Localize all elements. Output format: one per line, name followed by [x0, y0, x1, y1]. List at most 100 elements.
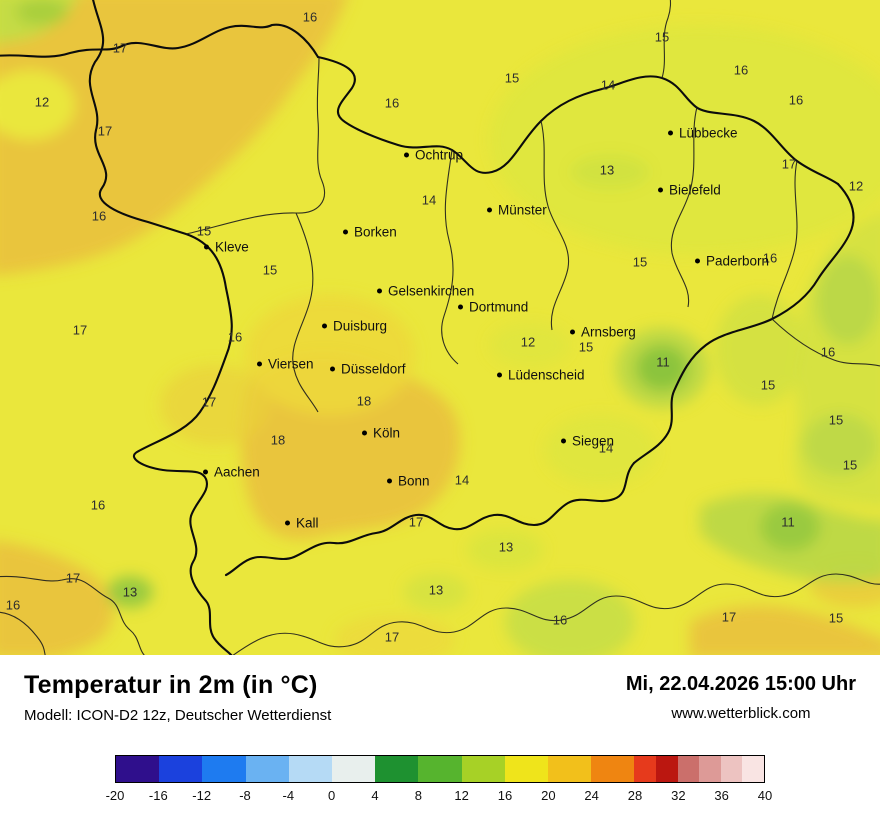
scale-segment [159, 756, 203, 782]
city-dot-icon [561, 438, 566, 444]
scale-segment [461, 756, 505, 782]
temperature-value: 16 [5, 597, 21, 613]
scale-tick-label: -8 [239, 788, 251, 803]
scale-tick-label: 4 [371, 788, 379, 803]
city-dot-icon [322, 323, 327, 329]
city-label: Münster [498, 202, 547, 218]
temperature-value: 17 [384, 629, 400, 645]
city-marker: Paderborn [695, 254, 769, 269]
temperature-value: 17 [112, 40, 128, 56]
footer-left: Temperatur in 2m (in °C) Modell: ICON-D2… [24, 671, 331, 724]
temperature-value: 16 [762, 250, 778, 266]
temperature-value: 12 [34, 94, 50, 110]
city-marker: Borken [343, 225, 397, 240]
color-scale-ticks: -20 -16 -12 -8 -4 0 4 8 12 16 20 24 28 32 36 40 [106, 788, 773, 806]
scale-tick-label: 16 [497, 788, 513, 803]
city-dot-icon [404, 152, 409, 158]
temperature-value: 15 [578, 339, 594, 355]
city-marker: Bonn [387, 474, 430, 489]
temperature-value: 16 [552, 612, 568, 628]
scale-tick-label: 28 [627, 788, 643, 803]
temperature-value: 11 [781, 514, 795, 530]
temperature-value: 14 [421, 192, 437, 208]
scale-segment [245, 756, 289, 782]
footer-right: Mi, 22.04.2026 15:00 Uhr www.wetterblick… [626, 671, 856, 722]
temperature-value: 18 [270, 432, 286, 448]
temperature-value: 12 [520, 334, 536, 350]
city-dot-icon [695, 258, 700, 264]
city-marker: Düsseldorf [330, 362, 406, 377]
temperature-value: 15 [654, 29, 670, 45]
temperature-value: 13 [498, 539, 514, 555]
city-dot-icon [204, 244, 209, 250]
district-borders [0, 0, 880, 655]
temperature-value: 17 [781, 156, 797, 172]
scale-tick-label: 20 [541, 788, 556, 803]
city-marker: Gelsenkirchen [377, 284, 474, 299]
scale-tick-label: -12 [192, 788, 212, 803]
scale-segment [677, 756, 700, 782]
city-label: Bonn [398, 473, 430, 489]
city-label: Siegen [572, 433, 615, 449]
city-marker: Ochtrup [404, 148, 463, 163]
scale-tick-label: 32 [671, 788, 686, 803]
temp-layer: 17 16 15 16 15 14 16 12 16 17 13 17 12 14 16 15 15 15 16 17… [5, 9, 864, 645]
scale-segment [720, 756, 743, 782]
city-dot-icon [487, 207, 492, 213]
scale-segment [742, 756, 764, 782]
temperature-value: 17 [72, 322, 88, 338]
city-label: Arnsberg [581, 324, 636, 340]
city-marker: Bielefeld [658, 183, 721, 198]
scale-segment [634, 756, 657, 782]
temperature-value: 16 [733, 62, 749, 78]
city-marker: Duisburg [322, 319, 387, 334]
temperature-value: 15 [196, 223, 212, 239]
temperature-value: 18 [356, 393, 372, 409]
city-label: Ochtrup [415, 147, 464, 163]
temperature-value: 16 [302, 9, 318, 25]
city-label: Aachen [214, 464, 260, 480]
city-dot-icon [203, 469, 208, 475]
temperature-value: 12 [848, 178, 864, 194]
temperature-value: 17 [97, 123, 113, 139]
scale-segment [656, 756, 678, 782]
city-label: Bielefeld [669, 182, 721, 198]
city-dot-icon [362, 430, 367, 436]
city-dot-icon [330, 366, 335, 372]
city-label: Dortmund [469, 299, 529, 315]
scale-segment [375, 756, 419, 782]
temperature-value: 17 [721, 609, 737, 625]
scale-segment [332, 756, 376, 782]
scale-tick-label: 8 [414, 788, 422, 803]
color-scale-bar [115, 755, 765, 783]
city-label: Gelsenkirchen [388, 283, 475, 299]
temperature-value: 14 [600, 77, 616, 93]
city-marker: Arnsberg [570, 325, 636, 340]
temperature-map: 17 16 15 16 15 14 16 12 16 17 13 17 12 14 16 15 15 15 16 17… [0, 0, 880, 655]
city-dot-icon [285, 520, 290, 526]
scale-segment [288, 756, 333, 782]
city-label: Paderborn [706, 253, 770, 269]
scale-tick-label: 40 [757, 788, 773, 803]
website-url: www.wetterblick.com [671, 705, 811, 722]
temperature-value: 16 [90, 497, 106, 513]
temperature-value: 13 [122, 584, 138, 600]
scale-tick-label: -4 [282, 788, 295, 803]
temperature-value: 15 [632, 254, 648, 270]
city-marker: Dortmund [458, 300, 528, 315]
temperature-value: 14 [454, 472, 470, 488]
city-dot-icon [497, 372, 502, 378]
map-title: Temperatur in 2m (in °C) [24, 671, 318, 699]
city-label: Borken [354, 224, 397, 240]
city-label: Kleve [215, 239, 249, 255]
city-marker: Münster [487, 203, 547, 218]
scale-segment [504, 756, 549, 782]
temperature-value: 16 [384, 95, 400, 111]
temperature-value: 15 [842, 457, 858, 473]
model-info: Modell: ICON-D2 12z, Deutscher Wetterdie… [24, 707, 332, 724]
temperature-value: 16 [91, 208, 107, 224]
temperature-value: 15 [828, 610, 844, 626]
scale-segment [418, 756, 462, 782]
scale-tick-label: -20 [105, 788, 125, 803]
temperature-value: 16 [227, 329, 243, 345]
